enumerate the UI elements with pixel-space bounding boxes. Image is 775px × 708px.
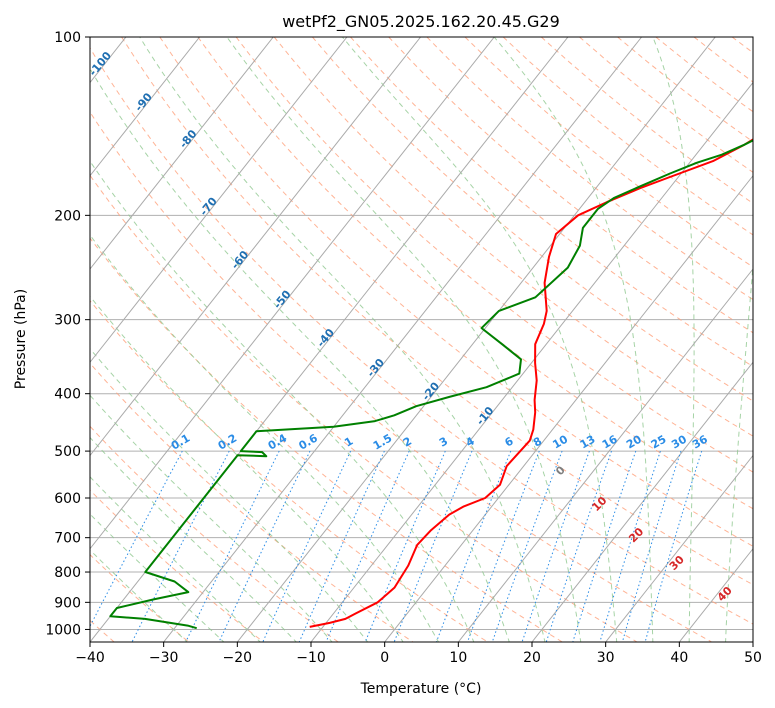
pressure-gridlines (90, 37, 753, 630)
y-tick-label: 800 (54, 565, 81, 581)
mixing-ratio-line (467, 450, 540, 642)
mixing-ratio-line (90, 450, 183, 628)
isotherm (310, 81, 753, 642)
isotherm (236, 37, 716, 642)
dry-adiabat (235, 37, 753, 473)
series-layer (109, 138, 753, 630)
mixing-ratio-line (644, 450, 703, 642)
dry-adiabat (121, 37, 753, 586)
moist-adiabat (90, 160, 475, 642)
plot-frame (89, 36, 754, 643)
isotherm (90, 37, 274, 270)
x-axis: −40 −30 −20 −10 0 10 20 30 40 50 (75, 642, 762, 666)
moist-adiabats (90, 37, 753, 642)
dry-adiabat (90, 174, 638, 642)
y-axis: 100 200 300 400 500 600 700 800 900 1000 (45, 30, 90, 638)
mixing-ratio-line (185, 450, 280, 642)
x-tick-label: 10 (449, 650, 467, 666)
isotherm (605, 454, 753, 642)
x-tick-label: 50 (744, 650, 762, 666)
isotherm (90, 37, 201, 177)
isotherm (90, 37, 495, 550)
isotherm (90, 37, 348, 364)
y-tick-label: 100 (54, 30, 81, 46)
dry-adiabat (90, 362, 414, 642)
moist-adiabat (139, 37, 546, 642)
isotherm (384, 174, 753, 642)
y-tick-label: 1000 (45, 622, 81, 638)
y-tick-label: 400 (54, 387, 81, 403)
dry-adiabat (90, 299, 488, 642)
moist-adiabat (342, 37, 618, 642)
isotherm (531, 361, 753, 642)
x-tick-label: 20 (523, 650, 541, 666)
moist-adiabat (90, 348, 369, 642)
mixing-ratio-line (545, 450, 612, 642)
x-tick-label: −40 (75, 650, 105, 666)
x-tick-label: −30 (149, 650, 179, 666)
y-axis-label: Pressure (hPa) (13, 289, 29, 389)
isotherm (163, 37, 643, 642)
x-tick-label: 30 (597, 650, 615, 666)
mixing-ratio-line (218, 450, 311, 642)
isotherm (457, 268, 753, 642)
mixing-ratio-line (491, 450, 563, 642)
moist-adiabat (652, 37, 695, 642)
x-tick-label: 0 (380, 650, 389, 666)
plot-area: 0.1 0.2 0.4 0.6 1 1.5 2 3 4 6 8 10 13 16 20 25 30 36-100-… (90, 37, 753, 642)
moist-adiabat (90, 234, 440, 642)
isotherms (90, 37, 753, 642)
isotherm (90, 37, 422, 457)
dry-adiabat (197, 37, 753, 510)
dry-adiabat (90, 237, 563, 642)
moist-adiabat (493, 37, 654, 642)
mixing-ratio-line (435, 450, 512, 642)
x-tick-label: −10 (296, 650, 326, 666)
y-tick-label: 300 (54, 313, 81, 329)
x-tick-label: −20 (223, 650, 253, 666)
y-tick-label: 500 (54, 444, 81, 460)
y-tick-label: 900 (54, 595, 81, 611)
y-tick-label: 700 (54, 531, 81, 547)
moist-adiabat (725, 259, 753, 642)
moist-adiabat (90, 394, 333, 642)
dry-adiabat (90, 554, 190, 642)
mixing-ratio-line (572, 450, 637, 642)
mixing-ratio-line (262, 450, 352, 642)
dry-adiabat (90, 425, 339, 642)
mixing-ratio-line (393, 450, 473, 642)
y-tick-label: 200 (54, 208, 81, 224)
dewpoint-profile (109, 139, 753, 630)
x-axis-label: Temperature (°C) (360, 681, 482, 697)
moist-adiabat (90, 67, 510, 642)
chart-title: wetPf2_GN05.2025.162.20.45.G29 (282, 12, 560, 32)
x-tick-label: 40 (670, 650, 688, 666)
y-tick-label: 600 (54, 491, 81, 507)
